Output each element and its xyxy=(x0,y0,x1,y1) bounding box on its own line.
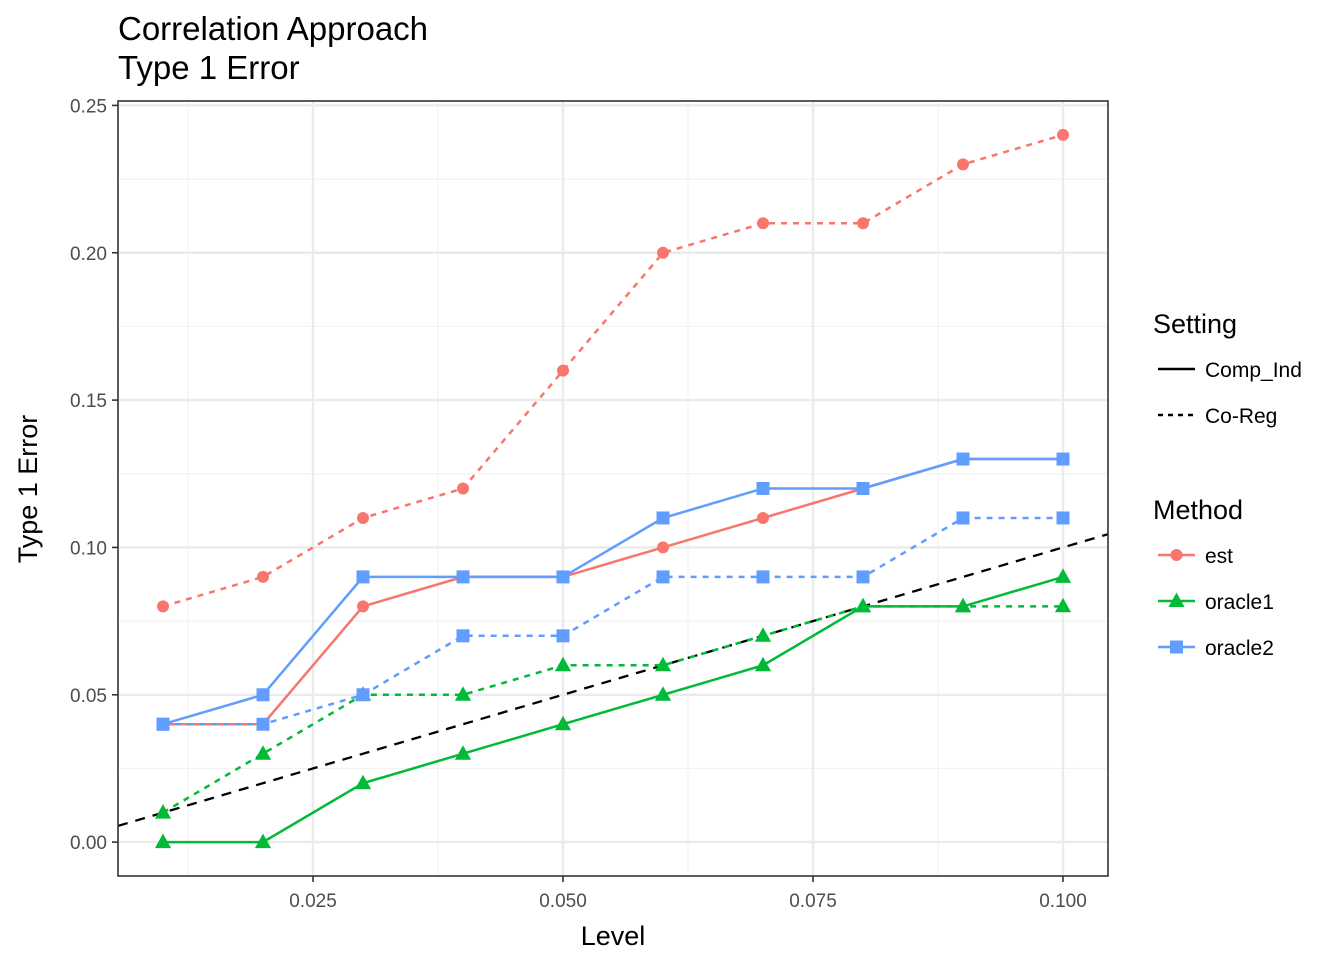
data-point-est xyxy=(757,217,769,230)
data-point-oracle2 xyxy=(656,570,670,584)
data-point-oracle1 xyxy=(554,656,572,672)
data-point-est xyxy=(257,570,269,583)
data-point-oracle2 xyxy=(256,688,270,702)
data-point-oracle1 xyxy=(954,597,972,613)
data-point-oracle2 xyxy=(856,570,870,584)
data-point-est xyxy=(657,246,669,259)
data-point-oracle1 xyxy=(154,804,172,819)
data-point-est xyxy=(757,511,769,524)
legend-key-marker-oracle1 xyxy=(1168,592,1185,607)
legend-key-marker-oracle2 xyxy=(1170,640,1183,654)
series-points xyxy=(154,128,1072,849)
y-tick-label: 0.15 xyxy=(70,391,107,412)
data-point-oracle2 xyxy=(456,629,470,643)
data-point-oracle1 xyxy=(754,627,772,642)
data-point-oracle2 xyxy=(256,717,270,731)
x-tick-label: 0.025 xyxy=(289,891,337,912)
chart-subtitle: Type 1 Error xyxy=(118,49,300,86)
legend-method-title: Method xyxy=(1153,495,1243,525)
y-axis: 0.00 0.05 0.10 0.15 0.20 0.25 xyxy=(70,96,118,854)
data-point-oracle2 xyxy=(156,717,170,731)
data-point-est xyxy=(357,600,369,613)
legend-setting-title: Setting xyxy=(1153,309,1237,339)
y-tick-label: 0.25 xyxy=(70,96,107,117)
series-line-oracle1-co-reg xyxy=(162,605,1063,814)
legend: Setting Comp_Ind Co-Reg Method est oracle1… xyxy=(1153,309,1302,660)
data-point-oracle2 xyxy=(756,570,770,584)
data-point-oracle2 xyxy=(456,570,470,584)
data-point-est xyxy=(957,158,969,171)
data-point-oracle1 xyxy=(854,597,872,613)
data-point-oracle1 xyxy=(654,656,672,672)
x-axis: 0.025 0.050 0.075 0.100 xyxy=(289,876,1087,912)
plot-panel-border xyxy=(117,100,1109,877)
data-point-est xyxy=(557,364,569,377)
grid-major xyxy=(118,101,1108,876)
data-point-oracle2 xyxy=(356,688,370,702)
chart-title: Correlation Approach xyxy=(118,10,428,47)
data-point-oracle2 xyxy=(356,570,370,584)
legend-method-label: est xyxy=(1205,545,1233,568)
data-point-oracle2 xyxy=(856,482,870,495)
data-point-oracle1 xyxy=(454,686,472,701)
data-point-oracle1 xyxy=(1054,597,1072,613)
series-line-oracle2-comp_ind xyxy=(162,457,1063,726)
data-point-oracle2 xyxy=(956,511,970,525)
y-tick-label: 0.20 xyxy=(70,244,107,265)
data-point-oracle1 xyxy=(254,833,272,849)
data-point-oracle2 xyxy=(556,570,570,584)
data-point-oracle2 xyxy=(656,511,670,525)
legend-key-marker-est xyxy=(1170,549,1183,561)
legend-method-items: est oracle1 oracle2 xyxy=(1158,545,1274,660)
y-axis-title: Type 1 Error xyxy=(13,415,43,564)
data-point-oracle1 xyxy=(454,745,472,760)
data-point-oracle2 xyxy=(756,482,770,495)
legend-setting-items: Comp_Ind Co-Reg xyxy=(1158,359,1302,428)
x-tick-label: 0.100 xyxy=(1039,891,1087,912)
y-tick-label: 0.00 xyxy=(70,833,107,854)
data-point-oracle1 xyxy=(654,686,672,701)
data-point-oracle1 xyxy=(154,833,172,849)
data-point-est xyxy=(457,482,469,495)
legend-method-label: oracle2 xyxy=(1205,637,1274,660)
data-point-est xyxy=(1057,128,1069,141)
series-lines xyxy=(162,133,1064,844)
series-line-est-co-reg xyxy=(162,133,1064,608)
data-point-est xyxy=(657,541,669,554)
y-tick-label: 0.05 xyxy=(70,686,107,707)
grid-minor xyxy=(118,101,1108,876)
data-point-oracle2 xyxy=(1056,511,1070,525)
legend-setting-label: Comp_Ind xyxy=(1205,359,1302,382)
x-axis-title: Level xyxy=(581,921,646,951)
data-point-oracle2 xyxy=(556,629,570,643)
series-line-oracle2-co-reg xyxy=(163,516,1063,726)
data-point-oracle2 xyxy=(1056,452,1070,466)
data-point-oracle2 xyxy=(956,452,970,466)
data-point-oracle1 xyxy=(354,774,372,790)
data-point-est xyxy=(157,600,169,613)
legend-method-label: oracle1 xyxy=(1205,591,1274,614)
legend-setting-label: Co-Reg xyxy=(1205,405,1277,428)
data-point-oracle1 xyxy=(1054,568,1072,583)
y-tick-label: 0.10 xyxy=(70,538,107,559)
x-tick-label: 0.075 xyxy=(789,891,837,912)
data-point-oracle1 xyxy=(254,745,272,760)
data-point-est xyxy=(857,217,869,230)
data-point-oracle1 xyxy=(754,656,772,672)
data-point-oracle1 xyxy=(554,715,572,731)
x-tick-label: 0.050 xyxy=(539,891,587,912)
data-point-est xyxy=(357,511,369,524)
